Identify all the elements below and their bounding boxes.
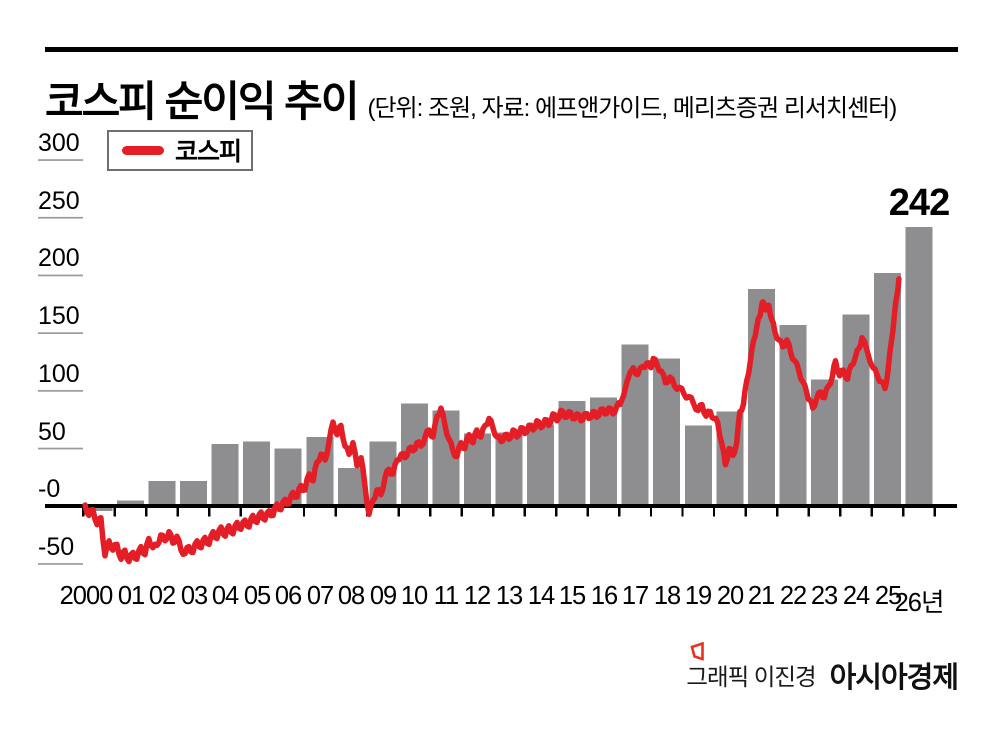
x-tick (839, 508, 842, 517)
bar-12 (464, 433, 491, 507)
bar-02 (148, 480, 176, 507)
x-axis-label: 12 (463, 582, 491, 610)
bar-26년 (905, 226, 933, 507)
x-axis-label: 15 (558, 582, 586, 610)
bar-21 (747, 289, 775, 507)
credit-brand: 아시아경제 (829, 662, 959, 694)
x-axis-label: 14 (527, 582, 555, 610)
x-tick (649, 508, 653, 517)
title-subtitle: (단위: 조원, 자료: 에프앤가이드, 메리츠증권 리서치센터) (367, 95, 897, 122)
bar-05 (243, 441, 271, 507)
x-axis-label: 05 (243, 582, 271, 610)
bar-04 (211, 443, 239, 507)
x-tick (460, 508, 463, 517)
bar-03 (180, 480, 208, 507)
y-axis-label: -0 (38, 475, 61, 503)
y-tick-line (38, 390, 83, 392)
y-axis-label: 300 (38, 129, 80, 157)
x-axis-label: 24 (842, 582, 870, 610)
x-axis-label: 26년 (894, 589, 945, 617)
x-axis-label: 09 (369, 582, 397, 610)
x-tick (744, 508, 747, 517)
x-tick (902, 508, 905, 517)
x-tick (681, 508, 684, 517)
x-tick (523, 508, 526, 517)
x-axis-label: 01 (117, 582, 145, 610)
y-axis-label: 200 (38, 244, 80, 272)
x-axis-label: 03 (180, 582, 208, 610)
legend-box: 코스피 (107, 130, 253, 171)
x-axis-label: 04 (211, 582, 239, 610)
asiae-logo-icon (690, 642, 705, 661)
x-tick (302, 508, 306, 517)
x-tick (492, 508, 495, 517)
credit-line: 그래픽 이진경 아시아경제 (686, 642, 959, 696)
last-bar-value-label: 242 (888, 182, 950, 224)
x-axis-label: 13 (495, 582, 523, 610)
y-tick-line (38, 447, 83, 450)
x-axis-label: 23 (810, 582, 838, 610)
x-tick (586, 508, 590, 517)
y-axis-label: -50 (38, 533, 75, 561)
x-axis-label: 2000 (59, 582, 114, 610)
x-axis-label: 16 (590, 582, 618, 610)
y-tick-line (38, 274, 83, 277)
y-tick-line (38, 159, 83, 161)
x-tick (145, 508, 148, 517)
x-tick (712, 508, 716, 517)
kospi-line (82, 276, 902, 565)
bar-19 (684, 425, 712, 507)
x-axis-label: 19 (684, 582, 712, 610)
x-tick (82, 508, 85, 517)
bar-14 (527, 424, 555, 507)
x-axis-label: 11 (433, 582, 459, 610)
bar-13 (495, 432, 523, 507)
legend-label: 코스피 (175, 137, 242, 166)
x-tick (334, 508, 337, 517)
y-tick-line (38, 332, 83, 334)
x-axis-label: 17 (621, 582, 649, 610)
x-tick (933, 508, 936, 517)
x-axis-label: 07 (306, 582, 334, 610)
x-axis-label: 02 (148, 582, 176, 610)
y-tick-line (38, 216, 83, 219)
x-axis-label: 18 (653, 582, 681, 610)
x-tick (555, 508, 558, 517)
x-axis-label: 21 (747, 582, 775, 610)
x-tick (176, 508, 180, 517)
x-tick (113, 508, 116, 517)
x-axis-label: 06 (274, 582, 302, 610)
x-tick (397, 508, 400, 517)
y-axis-label: 100 (38, 360, 80, 388)
x-axis-label: 20 (716, 582, 744, 610)
y-axis-label: 50 (38, 418, 66, 446)
x-tick (429, 508, 432, 517)
page-title: 코스피 순이익 추이 (45, 78, 359, 125)
x-tick (208, 508, 211, 517)
x-axis-label: 08 (337, 582, 365, 610)
x-axis-label: 25 (874, 582, 902, 610)
top-rule (45, 47, 958, 52)
x-axis-label: 10 (400, 582, 428, 610)
legend-line-swatch (122, 146, 164, 155)
bar-08 (337, 468, 365, 507)
y-axis-label: 250 (38, 187, 80, 215)
credit-designer: 그래픽 이진경 (686, 664, 816, 690)
x-tick (807, 508, 810, 517)
bar-01 (117, 500, 144, 507)
bar-2000 (85, 506, 113, 511)
y-tick-line (38, 563, 83, 565)
x-tick (239, 508, 243, 517)
y-axis-label: 150 (38, 302, 80, 330)
x-tick (870, 508, 873, 517)
x-axis-line (45, 504, 957, 509)
x-axis-label: 22 (779, 582, 807, 610)
x-tick (618, 508, 621, 517)
title-row: 코스피 순이익 추이 (단위: 조원, 자료: 에프앤가이드, 메리츠증권 리서치… (45, 68, 975, 129)
x-tick (775, 508, 779, 517)
